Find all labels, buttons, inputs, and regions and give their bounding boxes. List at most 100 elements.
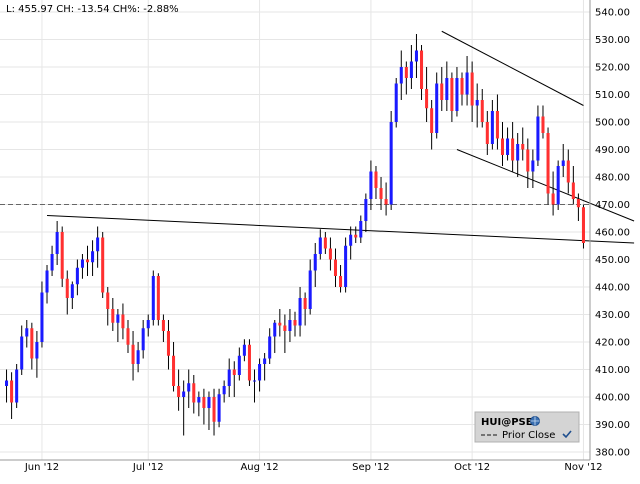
candle-body-down bbox=[278, 322, 282, 326]
candle bbox=[490, 100, 494, 150]
candle-body-down bbox=[161, 320, 165, 331]
candle-body-up bbox=[268, 336, 272, 359]
candle bbox=[460, 72, 464, 106]
candle bbox=[440, 67, 444, 111]
candle bbox=[75, 259, 79, 296]
candle-body-down bbox=[551, 193, 555, 205]
y-tick-label: 450.00 bbox=[595, 255, 630, 266]
candle bbox=[151, 270, 155, 326]
candle bbox=[55, 221, 59, 265]
candle-body-up bbox=[197, 397, 201, 403]
candle bbox=[339, 265, 343, 293]
candle-body-down bbox=[65, 278, 69, 298]
candle bbox=[5, 369, 9, 403]
candle bbox=[364, 193, 368, 232]
candle bbox=[106, 287, 110, 326]
candle-body-down bbox=[202, 397, 206, 408]
candle-body-up bbox=[344, 245, 348, 287]
x-tick-label: Jul '12 bbox=[132, 462, 164, 473]
candle-body-up bbox=[146, 320, 150, 329]
candle bbox=[242, 339, 246, 362]
candle bbox=[40, 281, 44, 348]
y-tick-label: 380.00 bbox=[595, 448, 630, 459]
candle-body-up bbox=[151, 276, 155, 320]
candle bbox=[278, 309, 282, 337]
candle-body-down bbox=[303, 298, 307, 309]
x-tick-label: Oct '12 bbox=[454, 462, 490, 473]
candle-body-up bbox=[252, 380, 257, 382]
candle-body-up bbox=[409, 61, 413, 78]
candle bbox=[101, 232, 105, 298]
candle bbox=[131, 331, 135, 381]
candle-body-down bbox=[511, 138, 515, 161]
candle-body-down bbox=[192, 383, 196, 403]
candles bbox=[5, 34, 585, 436]
y-tick-label: 470.00 bbox=[595, 200, 630, 211]
candle-body-up bbox=[40, 292, 44, 342]
candle-body-down bbox=[111, 309, 115, 323]
candle bbox=[409, 45, 413, 89]
candle-body-down bbox=[571, 182, 575, 199]
candle-body-up bbox=[506, 138, 510, 155]
candle bbox=[30, 322, 34, 370]
candle-body-up bbox=[70, 284, 74, 298]
candle-body-down bbox=[156, 276, 160, 320]
candle-body-up bbox=[182, 391, 186, 397]
candle-body-down bbox=[121, 314, 125, 329]
candle bbox=[344, 237, 348, 293]
candle bbox=[85, 245, 90, 276]
candle bbox=[455, 67, 459, 117]
checkmark-icon[interactable] bbox=[562, 430, 572, 439]
candle bbox=[182, 380, 186, 436]
candle-body-up bbox=[55, 232, 59, 254]
candle bbox=[222, 380, 226, 403]
candle-body-up bbox=[455, 78, 459, 111]
candle bbox=[485, 111, 489, 155]
candle bbox=[116, 309, 120, 342]
candle bbox=[121, 303, 125, 340]
grid bbox=[0, 0, 590, 460]
candle-body-up bbox=[313, 254, 317, 271]
candle-body-up bbox=[445, 78, 449, 100]
candle bbox=[425, 67, 429, 122]
legend-title: HUI@PSE bbox=[481, 417, 533, 428]
candle bbox=[283, 314, 287, 353]
candle-body-up bbox=[308, 270, 312, 309]
candle bbox=[500, 122, 505, 166]
candle bbox=[475, 83, 479, 128]
candle-body-down bbox=[126, 328, 130, 345]
candle-body-up bbox=[242, 344, 246, 356]
candle-body-down bbox=[283, 325, 287, 331]
legend-entry-prior-close: Prior Close bbox=[502, 430, 555, 441]
candle bbox=[369, 160, 373, 210]
candle bbox=[546, 127, 550, 205]
candle-body-up bbox=[141, 328, 145, 351]
candle bbox=[414, 34, 418, 78]
candle bbox=[445, 61, 449, 111]
candle bbox=[328, 237, 332, 271]
candle bbox=[237, 347, 241, 381]
trendline bbox=[441, 30, 584, 106]
candle bbox=[354, 226, 358, 243]
candle bbox=[96, 226, 100, 268]
candle-body-down bbox=[323, 237, 327, 249]
y-tick-label: 460.00 bbox=[595, 228, 630, 239]
x-tick-label: Aug '12 bbox=[240, 462, 278, 473]
y-tick-label: 390.00 bbox=[595, 420, 630, 431]
candle-body-down bbox=[420, 50, 424, 89]
legend-box[interactable]: HUI@PSE Prior Close bbox=[474, 411, 580, 443]
candle-body-up bbox=[217, 394, 221, 422]
candle bbox=[207, 391, 211, 430]
candle bbox=[323, 232, 327, 254]
candle bbox=[571, 166, 575, 205]
candle-body-down bbox=[470, 72, 474, 106]
axes: 380.00 390.00 400.00 410.00 420.00 430.00 440.… bbox=[0, 0, 630, 473]
candle-body-up bbox=[75, 267, 79, 285]
candle bbox=[60, 226, 64, 287]
candle bbox=[288, 309, 292, 342]
candle-body-up bbox=[91, 251, 95, 263]
candle bbox=[384, 182, 388, 216]
globe-icon[interactable] bbox=[530, 416, 540, 426]
candle-body-up bbox=[389, 122, 393, 205]
candle-body-up bbox=[25, 328, 29, 337]
